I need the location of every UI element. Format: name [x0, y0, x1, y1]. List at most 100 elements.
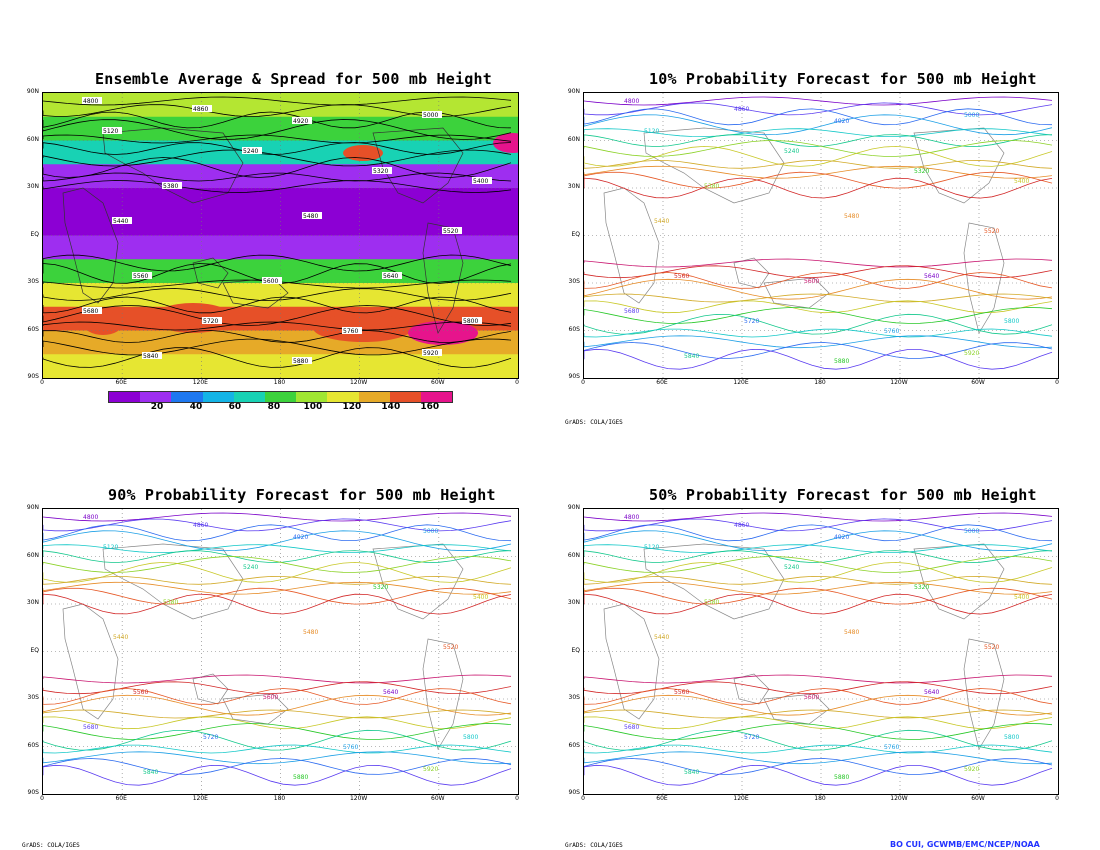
- contour-label: 4920: [293, 534, 308, 541]
- colorbar-segment: [327, 392, 359, 402]
- lat-label: 90S: [568, 373, 580, 380]
- lat-label: 30S: [27, 278, 39, 285]
- lat-label: 60S: [27, 741, 39, 749]
- colorbar-label: 40: [189, 402, 203, 412]
- contour-label: 5840: [684, 769, 699, 776]
- lat-label: 90N: [567, 504, 580, 511]
- panel-title: 50% Probability Forecast for 500 mb Heig…: [649, 486, 1037, 504]
- contour-label-bg: [192, 105, 212, 112]
- contour-label: 5120: [644, 544, 659, 551]
- continent-outline: [372, 543, 464, 620]
- continent-outline: [913, 127, 1005, 204]
- contour-label-bg: [372, 167, 392, 174]
- contour-line: [43, 581, 512, 595]
- lon-label: 180: [273, 379, 286, 386]
- contour-line: [43, 674, 512, 684]
- continent-outline: [222, 693, 289, 725]
- colorbar-label: 60: [228, 402, 242, 412]
- contour-line: [584, 140, 1053, 157]
- colorbar-label: 100: [303, 402, 323, 412]
- contour-label: 5640: [383, 689, 398, 696]
- contour-line: [43, 254, 512, 272]
- contour-line: [584, 530, 1053, 552]
- contour-label: 5880: [834, 358, 849, 365]
- contour-label-bg: [142, 352, 162, 359]
- contour-line: [584, 550, 1053, 564]
- contour-line: [584, 171, 1053, 189]
- map-50pct-forecast: 4800 4860 4920 5000 5120 5240 5320 5380 5400 5440…: [583, 508, 1059, 795]
- lat-label: 90S: [568, 789, 580, 796]
- contour-label: 5840: [684, 353, 699, 360]
- contour-label: 5320: [914, 168, 929, 175]
- contour-line: [43, 556, 512, 573]
- lat-label: EQ: [571, 646, 580, 654]
- contour-label: 4800: [624, 98, 639, 105]
- contour-line: [43, 347, 512, 368]
- lat-label: 30N: [26, 183, 39, 190]
- contour-line: [584, 723, 1053, 740]
- contour-label-bg: [132, 272, 152, 279]
- contour-label: 5380: [163, 599, 178, 606]
- contour-line: [43, 149, 512, 167]
- contour-label: 4920: [293, 118, 308, 125]
- grads-credit: GrADS: COLA/IGES: [22, 842, 80, 849]
- spread-hotspot: [408, 321, 478, 345]
- contour-line: [584, 587, 1053, 605]
- map-ensemble-spread: 4800 4860 4920 5000 5120 5240 5320 5380 5400 5440…: [42, 92, 519, 379]
- lat-label: 60S: [568, 325, 580, 333]
- contour-line: [43, 694, 512, 716]
- contour-line: [43, 96, 512, 106]
- contour-label: 5880: [293, 774, 308, 781]
- contour-label: 5240: [784, 564, 799, 571]
- lon-label: 0: [581, 795, 585, 802]
- contour-label: 5440: [654, 634, 669, 641]
- contour-label-bg: [262, 277, 282, 284]
- contour-label-bg: [202, 317, 222, 324]
- continent-outline: [763, 277, 830, 309]
- lon-label: 120E: [733, 795, 749, 802]
- contour-label: 5520: [443, 228, 458, 235]
- author-credit: BO CUI, GCWMB/EMC/NCEP/NOAA: [890, 840, 1040, 849]
- contour-line: [43, 709, 512, 719]
- contour-line: [584, 751, 1053, 765]
- contour-line: [584, 108, 1053, 126]
- contour-line: [584, 688, 1053, 705]
- contour-label-bg: [342, 327, 362, 334]
- continent-outline: [422, 638, 464, 750]
- contour-line: [584, 709, 1053, 719]
- contour-label: 4860: [193, 522, 208, 529]
- contour-label: 5480: [303, 213, 318, 220]
- lon-label: 120W: [890, 795, 908, 802]
- continent-outline: [102, 127, 244, 204]
- map-canvas: 4800 4860 4920 5000 5120 5240 5320 5380 5400 5440…: [43, 93, 518, 378]
- map-canvas: 4800 4860 4920 5000 5120 5240 5320 5380 5400 5440…: [584, 93, 1058, 378]
- contour-label: 5640: [924, 689, 939, 696]
- contour-line: [584, 524, 1053, 542]
- continent-outline: [963, 222, 1005, 334]
- contour-label: 5240: [784, 148, 799, 155]
- contour-line: [584, 335, 1053, 349]
- contour-line: [584, 575, 1053, 585]
- contour-line: [43, 157, 512, 178]
- contour-label: 5560: [133, 689, 148, 696]
- contour-label: 5720: [744, 318, 759, 325]
- continent-outline: [102, 543, 244, 620]
- spread-shade-band: [43, 211, 518, 237]
- contour-label: 5000: [423, 112, 438, 119]
- lat-label: EQ: [30, 646, 39, 654]
- contour-label: 5800: [463, 318, 478, 325]
- contour-label: 5720: [203, 734, 218, 741]
- continent-outline: [192, 673, 229, 705]
- contour-line: [584, 674, 1053, 684]
- contour-line: [584, 544, 1053, 554]
- lon-label: 120E: [192, 795, 208, 802]
- contour-label: 5880: [834, 774, 849, 781]
- contour-line: [43, 723, 512, 740]
- colorbar-segment: [233, 392, 265, 402]
- lat-label: 90N: [26, 88, 39, 95]
- continent-outline: [733, 673, 770, 705]
- contour-label: 5440: [113, 634, 128, 641]
- contour-label: 5440: [113, 218, 128, 225]
- contour-line: [584, 177, 1053, 199]
- contour-label: 5320: [373, 168, 388, 175]
